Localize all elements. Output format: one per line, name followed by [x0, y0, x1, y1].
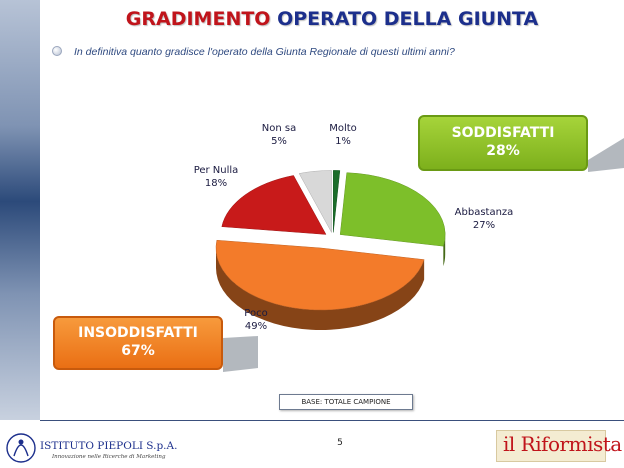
- label-abbastanza-value: 27%: [472, 220, 496, 231]
- label-molto: Molto 1%: [320, 122, 366, 148]
- label-poco: Poco 49%: [236, 307, 276, 333]
- callout-soddisfatti-label: SODDISFATTI: [451, 125, 555, 141]
- piepoli-name: ISTITUTO PIEPOLI S.p.A.: [40, 440, 178, 452]
- label-abbastanza-name: Abbastanza: [454, 207, 514, 218]
- pie-slice-per-nulla: [221, 175, 327, 235]
- callout-shadow-insoddisfatti: [223, 336, 258, 372]
- label-abbastanza: Abbastanza 27%: [446, 206, 522, 232]
- callout-soddisfatti: SODDISFATTI 28%: [418, 115, 588, 171]
- piepoli-logo: ISTITUTO PIEPOLI S.p.A. Innovazione nell…: [4, 428, 204, 466]
- piepoli-tagline: Innovazione nelle Ricerche di Marketing: [52, 454, 166, 460]
- survey-question: In definitiva quanto gradisce l'operato …: [52, 46, 612, 58]
- base-note: BASE: TOTALE CAMPIONE: [279, 394, 413, 410]
- footer-divider: [40, 420, 624, 421]
- riformista-logo: il Riformista: [496, 430, 622, 462]
- callout-shadow-soddisfatti: [588, 138, 624, 172]
- callout-insoddisfatti-label: INSODDISFATTI: [78, 325, 198, 341]
- label-molto-value: 1%: [335, 136, 351, 147]
- piepoli-emblem-icon: [6, 433, 36, 463]
- callout-insoddisfatti: INSODDISFATTI 67%: [53, 316, 223, 370]
- title-blue: OPERATO DELLA GIUNTA: [277, 8, 539, 30]
- pie-slice-molto: [333, 170, 341, 233]
- pie-slice-poco: [215, 239, 425, 311]
- pie-slice-abbastanza: [339, 172, 446, 247]
- label-per-nulla-name: Per Nulla: [193, 165, 239, 176]
- riformista-text: il Riformista: [503, 432, 622, 456]
- sidebar-decoration: [0, 0, 40, 420]
- label-poco-name: Poco: [244, 308, 268, 319]
- callout-insoddisfatti-value: 67%: [121, 343, 155, 359]
- label-poco-value: 49%: [244, 321, 268, 332]
- label-molto-name: Molto: [329, 123, 357, 134]
- pie-slice-non-sa: [298, 170, 332, 233]
- callout-soddisfatti-value: 28%: [486, 143, 520, 159]
- label-per-nulla: Per Nulla 18%: [186, 164, 246, 190]
- bullet-icon: [52, 46, 62, 56]
- page-number: 5: [337, 438, 343, 448]
- label-non-sa-value: 5%: [271, 136, 287, 147]
- question-text: In definitiva quanto gradisce l'operato …: [74, 46, 455, 58]
- pie-side-poco: [215, 248, 425, 330]
- title-red: GRADIMENTO: [125, 8, 271, 30]
- pie-side-abbastanza: [443, 234, 446, 267]
- page-title: GRADIMENTO OPERATO DELLA GIUNTA: [40, 8, 624, 30]
- label-non-sa: Non sa 5%: [254, 122, 304, 148]
- label-per-nulla-value: 18%: [204, 178, 228, 189]
- label-non-sa-name: Non sa: [261, 123, 297, 134]
